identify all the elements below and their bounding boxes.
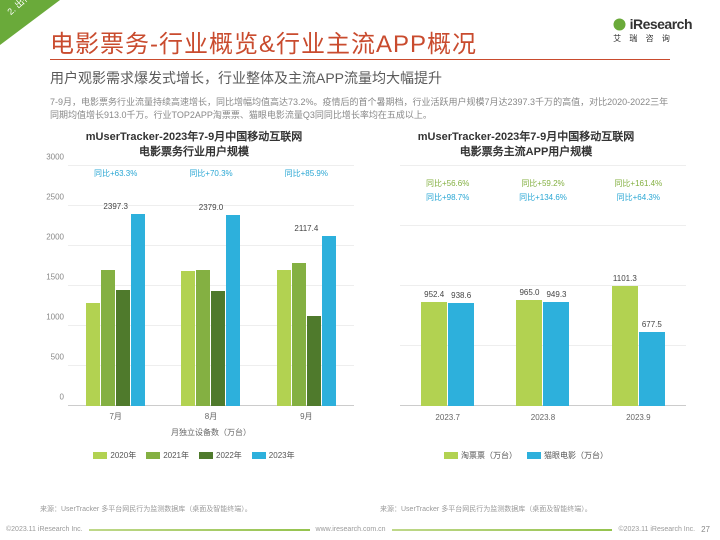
source-right: 来源：UserTracker 多平台网民行为监测数据库（桌面及智能终端）。 xyxy=(380,504,592,514)
bar xyxy=(211,291,225,405)
chart-right-plot: 2023.72023.82023.9同比+56.6%同比+98.7%952.49… xyxy=(366,166,686,446)
bar xyxy=(639,332,665,406)
legend-swatch xyxy=(444,452,458,459)
legend-label: 2023年 xyxy=(269,450,295,461)
copyright-right: ©2023.11 iResearch Inc. xyxy=(612,526,701,533)
legend-label: 2022年 xyxy=(216,450,242,461)
growth-label-1: 同比+56.6% xyxy=(413,178,483,189)
bar xyxy=(101,270,115,406)
bar xyxy=(131,214,145,406)
bar xyxy=(116,290,130,406)
bar xyxy=(181,271,195,406)
page-number: 27 xyxy=(701,525,720,534)
logo-sub: 艾 瑞 咨 询 xyxy=(613,33,692,44)
legend-swatch xyxy=(93,452,107,459)
bar-group xyxy=(163,166,258,406)
growth-label-2: 同比+98.7% xyxy=(413,192,483,203)
chart-right-title: mUserTracker-2023年7-9月中国移动互联网电影票务主流APP用户… xyxy=(366,130,686,160)
x-label: 8月 xyxy=(163,411,258,422)
legend-item: 2023年 xyxy=(252,450,295,461)
bar xyxy=(448,303,474,405)
footer-site: www.iresearch.com.cn xyxy=(310,526,392,533)
legend-item: 2020年 xyxy=(93,450,136,461)
chart-right-legend: 淘票票（万台） 猫眼电影（万台） xyxy=(366,450,686,461)
legend-label: 2020年 xyxy=(110,450,136,461)
growth-label-2: 同比+134.6% xyxy=(508,192,578,203)
legend-item: 2021年 xyxy=(146,450,189,461)
growth-label-2: 同比+64.3% xyxy=(603,192,673,203)
value-label: 2397.3 xyxy=(86,202,146,211)
legend-label: 猫眼电影（万台） xyxy=(544,450,608,461)
x-label: 7月 xyxy=(68,411,163,422)
bar xyxy=(86,303,100,406)
growth-label-1: 同比+161.4% xyxy=(603,178,673,189)
value-label: 677.5 xyxy=(634,320,670,329)
logo: iResearch 艾 瑞 咨 询 xyxy=(613,16,692,44)
bar xyxy=(612,286,638,406)
value-label: 949.3 xyxy=(539,290,575,299)
value-label: 2379.0 xyxy=(181,203,241,212)
bar xyxy=(292,263,306,405)
chart-left-title: mUserTracker-2023年7-9月中国移动互联网电影票务行业用户规模 xyxy=(34,130,354,160)
x-label: 2023.7 xyxy=(400,413,495,422)
legend-item: 淘票票（万台） xyxy=(444,450,517,461)
legend-item: 2022年 xyxy=(199,450,242,461)
copyright-left: ©2023.11 iResearch Inc. xyxy=(0,526,89,533)
charts-row: mUserTracker-2023年7-9月中国移动互联网电影票务行业用户规模 … xyxy=(34,130,686,461)
bar-group xyxy=(259,166,354,406)
chart-right: mUserTracker-2023年7-9月中国移动互联网电影票务主流APP用户… xyxy=(366,130,686,461)
legend-swatch xyxy=(252,452,266,459)
growth-label: 同比+63.3% xyxy=(86,168,146,179)
source-left: 来源：UserTracker 多平台网民行为监测数据库（桌面及智能终端）。 xyxy=(40,504,252,514)
chart-left-legend: 2020年 2021年 2022年 2023年 xyxy=(34,450,354,461)
logo-main: iResearch xyxy=(613,16,692,32)
badge-text: 2. 出行游玩 xyxy=(4,0,47,18)
legend-item: 猫眼电影（万台） xyxy=(527,450,608,461)
legend-label: 2021年 xyxy=(163,450,189,461)
xaxis-title: 月独立设备数（万台） xyxy=(68,427,354,438)
title-underline xyxy=(50,59,670,60)
growth-label: 同比+70.3% xyxy=(181,168,241,179)
legend-swatch xyxy=(146,452,160,459)
legend-swatch xyxy=(527,452,541,459)
x-label: 9月 xyxy=(259,411,354,422)
growth-label-1: 同比+59.2% xyxy=(508,178,578,189)
subtitle: 用户观影需求爆发式增长，行业整体及主流APP流量均大幅提升 xyxy=(50,68,442,88)
bar xyxy=(421,302,447,406)
x-label: 2023.8 xyxy=(495,413,590,422)
growth-label: 同比+85.9% xyxy=(276,168,336,179)
page-title: 电影票务-行业概览&行业主流APP概况 xyxy=(50,24,477,59)
footer: ©2023.11 iResearch Inc. www.iresearch.co… xyxy=(0,525,720,534)
bar xyxy=(543,302,569,406)
x-label: 2023.9 xyxy=(591,413,686,422)
bar xyxy=(277,270,291,406)
bar xyxy=(516,300,542,405)
value-label: 938.6 xyxy=(443,291,479,300)
bar xyxy=(307,316,321,406)
value-label: 1101.3 xyxy=(607,274,643,283)
chart-left: mUserTracker-2023年7-9月中国移动互联网电影票务行业用户规模 … xyxy=(34,130,354,461)
bar xyxy=(322,236,336,405)
legend-label: 淘票票（万台） xyxy=(461,450,517,461)
footer-bar xyxy=(392,529,613,531)
bar xyxy=(226,215,240,405)
value-label: 2117.4 xyxy=(276,224,336,233)
description: 7-9月，电影票务行业流量持续高速增长，同比增幅均值高达73.2%。疫情后的首个… xyxy=(50,96,670,122)
footer-bar xyxy=(89,529,310,531)
bar xyxy=(196,270,210,406)
legend-swatch xyxy=(199,452,213,459)
chart-left-plot: 0500100015002000250030007月8月9月月独立设备数（万台）… xyxy=(34,166,354,446)
